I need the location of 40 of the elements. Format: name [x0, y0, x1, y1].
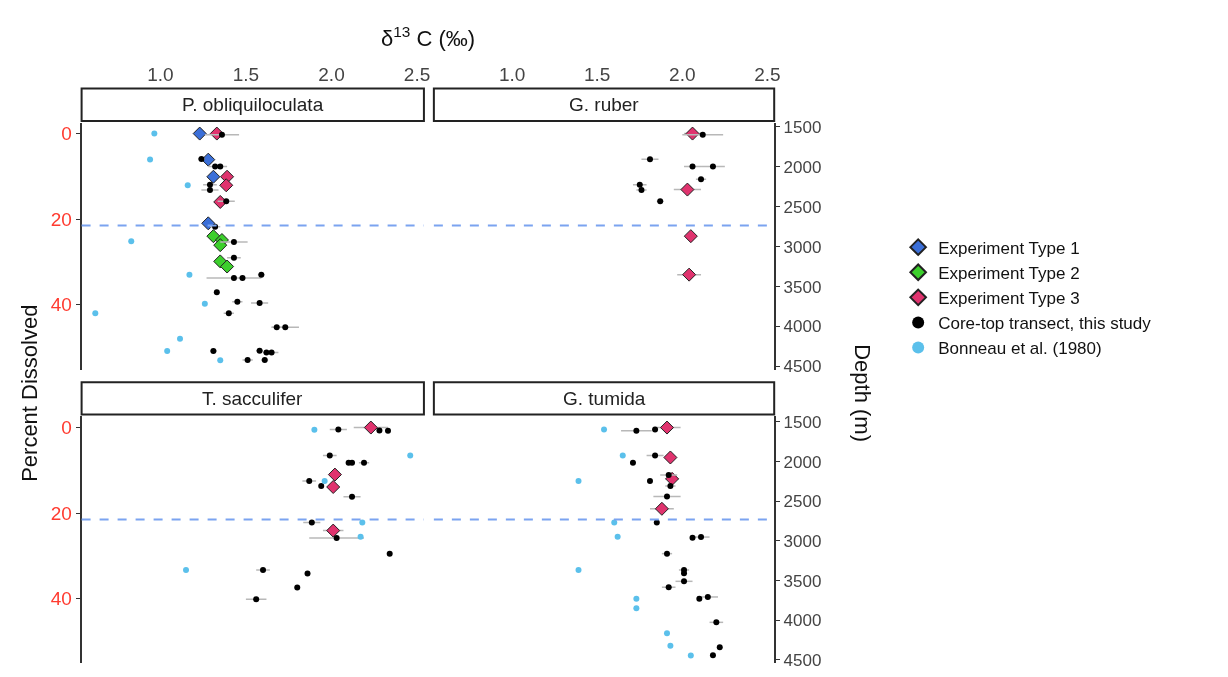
legend-label: Experiment Type 1 — [938, 238, 1080, 258]
y2-tick-label: 4500 — [783, 357, 822, 377]
y2-tick-label: 3500 — [783, 571, 822, 591]
y-tick-label: 20 — [50, 208, 72, 230]
y-tick-label: 40 — [50, 588, 72, 610]
y2-tick-label: 3000 — [783, 531, 822, 551]
y-tick-label: 0 — [61, 123, 72, 145]
x-tick-label: 2.0 — [669, 64, 696, 86]
y2-tick-label: 2000 — [783, 157, 822, 177]
legend-label: Experiment Type 2 — [938, 263, 1080, 283]
y-tick-label: 0 — [61, 417, 72, 439]
y2-tick-label: 2000 — [783, 452, 822, 472]
chart-title: T. sacculifer — [202, 388, 303, 409]
x-tick-label: 1.5 — [232, 64, 260, 86]
chart-title: G. ruber — [569, 94, 640, 115]
y2-tick-label: 4000 — [783, 611, 822, 631]
y-tick-label: 20 — [50, 502, 72, 524]
y-axis-title: Percent Dissolved — [16, 304, 42, 482]
x-tick-label: 1.5 — [584, 64, 611, 86]
legend-label: Core-top transect, this study — [938, 314, 1152, 334]
chart-title: G. tumida — [563, 388, 646, 409]
y2-tick-label: 1500 — [783, 117, 822, 137]
y2-tick-label: 4500 — [783, 650, 822, 670]
y-tick-label: 40 — [50, 294, 72, 316]
y2-tick-label: 2500 — [783, 492, 822, 512]
y2-tick-label: 4000 — [783, 317, 822, 337]
x-tick-label: 1.0 — [498, 64, 526, 86]
x-tick-label: 2.5 — [754, 64, 781, 86]
legend-label: Bonneau et al. (1980) — [938, 339, 1102, 359]
y2-tick-label: 1500 — [783, 412, 822, 432]
chart-title: P. obliquiloculata — [182, 94, 324, 115]
y2-axis-title: Depth (m) — [849, 344, 875, 443]
x-tick-label: 1.0 — [147, 64, 174, 86]
y2-tick-label: 3000 — [783, 237, 822, 257]
y2-tick-label: 3500 — [783, 277, 822, 297]
legend-label: Experiment Type 3 — [938, 288, 1080, 308]
x-tick-label: 2.5 — [403, 64, 431, 86]
y2-tick-label: 2500 — [783, 197, 822, 217]
x-axis-title: δ$^{13}$ C (‰) — [381, 23, 476, 52]
x-tick-label: 2.0 — [318, 64, 345, 86]
